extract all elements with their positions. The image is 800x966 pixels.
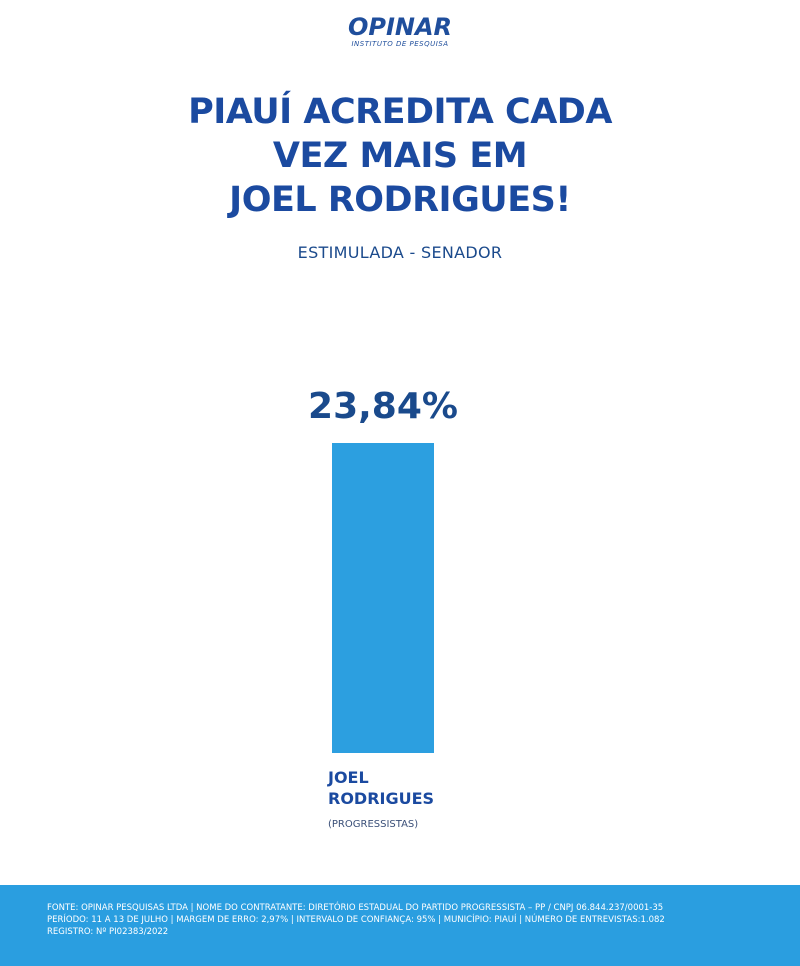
value-label-0: 23,84% [308,386,458,427]
bar-0 [332,443,434,753]
footer-line-registry: REGISTRO: Nº PI02383/2022 [47,927,169,937]
logo-tagline: INSTITUTO DE PESQUISA [351,40,449,48]
logo-name: OPINAR [347,13,453,41]
footer-line-source: FONTE: OPINAR PESQUISAS LTDA | NOME DO C… [47,903,664,913]
headline: PIAUÍ ACREDITA CADA VEZ MAIS EM JOEL ROD… [0,90,800,222]
opinar-logo: OPINAR INSTITUTO DE PESQUISA [0,14,800,48]
headline-line-2: VEZ MAIS EM [272,136,528,176]
source-footer: FONTE: OPINAR PESQUISAS LTDA | NOME DO C… [0,885,800,966]
headline-line-1: PIAUÍ ACREDITA CADA [188,92,612,132]
category-label-0-line-1: RODRIGUES [328,789,434,808]
chart-subtitle: ESTIMULADA - SENADOR [297,243,503,262]
bar-chart: 23,84% JOEL RODRIGUES (PROGRESSISTAS) [308,386,458,830]
footer-line-period: PERÍODO: 11 A 13 DE JULHO | MARGEM DE ER… [47,915,665,925]
party-label-0: (PROGRESSISTAS) [328,819,418,830]
category-label-0-line-0: JOEL [327,768,369,787]
headline-line-3: JOEL RODRIGUES! [229,180,571,220]
